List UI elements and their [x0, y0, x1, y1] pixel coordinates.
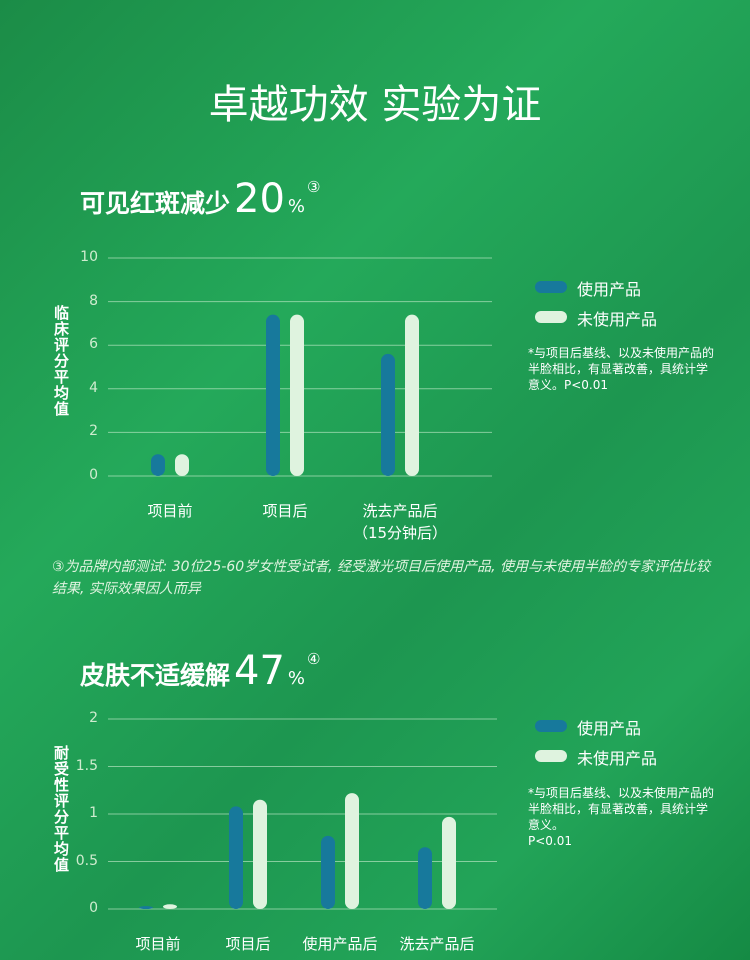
x-tick-label: 洗去产品后	[399, 935, 475, 953]
heading-ref: ③	[307, 178, 321, 196]
y-tick-label: 6	[89, 336, 98, 353]
bar	[442, 816, 456, 909]
y-tick-label: 4	[89, 379, 98, 396]
bar	[175, 454, 189, 476]
y-tick-label: 1	[89, 805, 98, 821]
y-axis-label: 耐受性评分平均值	[52, 745, 70, 873]
heading-number: 20	[234, 176, 285, 222]
y-axis-label: 临床评分平均值	[52, 305, 70, 417]
x-tick-label: 使用产品后	[302, 935, 378, 953]
legend-swatch	[535, 281, 567, 293]
heading-unit: %	[287, 668, 306, 689]
heading-text: 可见红斑减少	[80, 189, 231, 218]
x-tick-label: 项目后	[262, 502, 308, 520]
legend-label: 使用产品	[577, 719, 642, 738]
bar	[139, 906, 153, 909]
heading-text: 皮肤不适缓解	[80, 661, 231, 690]
legend-swatch	[535, 720, 567, 732]
chart-note: *与项目后基线、以及未使用产品的半脸相比，有显著改善，具统计学意义。P<0.01	[528, 346, 715, 392]
bar	[381, 353, 395, 476]
x-tick-label: 项目前	[147, 502, 193, 520]
bar	[405, 314, 419, 476]
x-tick-label: 项目后	[225, 935, 271, 953]
x-tick-label: 洗去产品后 （15分钟后）	[352, 502, 448, 542]
legend-swatch	[535, 750, 567, 762]
y-tick-label: 2	[89, 710, 98, 726]
y-tick-label: 8	[89, 292, 98, 309]
legend-label: 使用产品	[577, 280, 642, 299]
y-tick-label: 10	[80, 249, 98, 265]
chart-heading: 可见红斑减少 20% ③	[80, 176, 320, 222]
page-title: 卓越功效 实验为证	[208, 82, 542, 128]
y-tick-label: 0	[89, 900, 98, 916]
legend-label: 未使用产品	[577, 749, 658, 768]
y-tick-label: 0.5	[75, 852, 98, 869]
heading-ref: ④	[307, 650, 321, 668]
bar	[321, 835, 335, 909]
heading-number: 47	[234, 648, 285, 694]
chart-note: *与项目后基线、以及未使用产品的半脸相比，有显著改善，具统计学意义。 P<0.0…	[528, 786, 715, 848]
bar	[163, 904, 177, 909]
heading-unit: %	[287, 196, 306, 217]
bar	[151, 454, 165, 476]
chart-heading: 皮肤不适缓解 47% ④	[80, 648, 320, 694]
legend-swatch	[535, 311, 567, 323]
bar	[229, 806, 243, 909]
x-tick-label: 项目前	[135, 935, 181, 953]
bar	[418, 847, 432, 909]
y-tick-label: 2	[89, 423, 98, 440]
bar	[266, 314, 280, 476]
bar	[290, 314, 304, 476]
bar	[345, 793, 359, 909]
bar	[253, 799, 267, 909]
legend-label: 未使用产品	[577, 310, 658, 329]
y-tick-label: 0	[89, 467, 98, 483]
footnote: ③为品牌内部测试: 30位25-60岁女性受试者, 经受激光项目后使用产品, 使…	[52, 559, 711, 597]
y-tick-label: 1.5	[75, 757, 98, 774]
